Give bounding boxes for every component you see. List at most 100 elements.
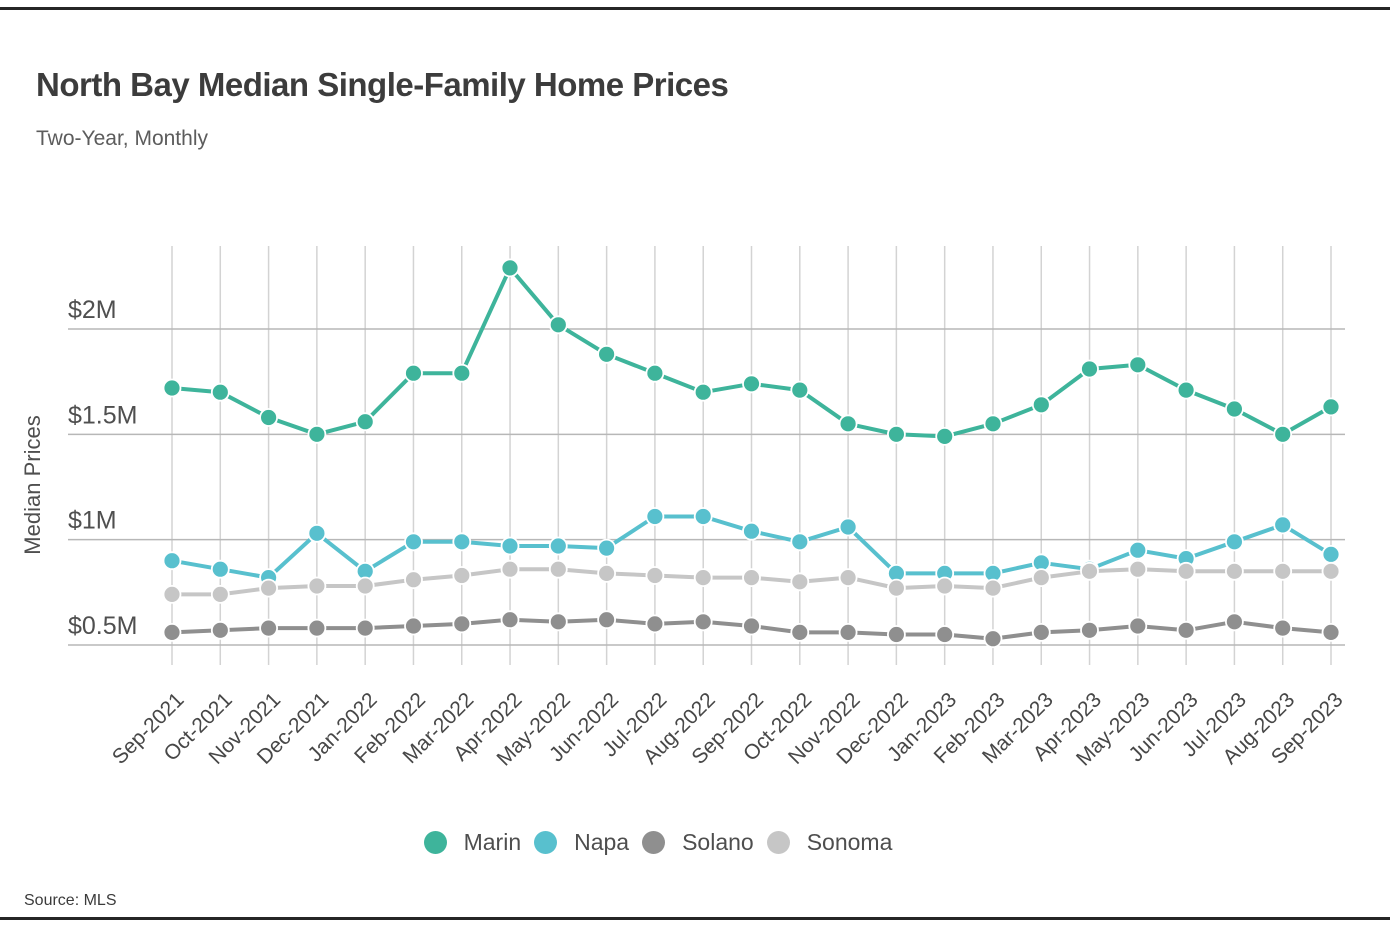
data-point <box>355 412 375 432</box>
data-point <box>210 620 230 640</box>
data-point <box>1273 424 1293 444</box>
data-point <box>1080 561 1099 581</box>
data-point <box>838 517 858 537</box>
data-point <box>597 344 616 364</box>
data-point <box>1273 618 1293 638</box>
data-point <box>1128 355 1148 375</box>
data-point <box>838 414 858 434</box>
data-point <box>1321 561 1341 581</box>
data-point <box>597 610 616 630</box>
data-point <box>500 536 520 556</box>
y-tick-label: $2M <box>68 296 117 324</box>
data-point <box>307 618 327 638</box>
data-point <box>790 380 810 400</box>
data-point <box>162 551 182 571</box>
data-point <box>452 566 472 585</box>
data-point <box>983 629 1003 649</box>
data-point <box>259 578 279 598</box>
data-point <box>500 559 520 579</box>
data-point <box>935 426 955 446</box>
data-point <box>1031 395 1051 415</box>
data-point <box>983 578 1003 598</box>
data-point <box>1128 559 1148 579</box>
x-gridlines <box>171 246 1332 665</box>
data-point <box>162 584 182 604</box>
data-point <box>838 568 858 588</box>
top-border-rule <box>0 7 1390 10</box>
data-point <box>162 378 182 398</box>
page-title: North Bay Median Single-Family Home Pric… <box>36 66 729 104</box>
y-tick-label: $0.5M <box>68 612 137 640</box>
legend-item-napa: Napa <box>534 829 629 856</box>
data-point <box>790 532 810 552</box>
data-point <box>1321 544 1341 564</box>
data-point <box>548 315 568 335</box>
data-point <box>404 532 423 552</box>
series-sonoma <box>162 559 1341 604</box>
data-point <box>404 363 423 383</box>
data-point <box>742 521 761 541</box>
data-point <box>1128 616 1148 636</box>
data-point <box>742 374 761 394</box>
legend-label: Sonoma <box>806 829 893 855</box>
data-point <box>1273 515 1293 535</box>
data-point <box>645 614 665 634</box>
data-point <box>742 616 761 636</box>
data-point <box>1031 622 1051 642</box>
legend-dot-icon <box>642 831 666 854</box>
data-point <box>1321 397 1341 417</box>
data-point <box>597 563 616 583</box>
data-point <box>1080 620 1099 640</box>
data-point <box>452 614 472 634</box>
data-point <box>355 576 375 596</box>
bottom-border-rule <box>0 917 1390 920</box>
data-point <box>790 622 810 642</box>
chart-legend: Marin Napa Solano Sonoma <box>0 829 1316 856</box>
data-point <box>404 616 423 636</box>
data-point <box>645 363 665 383</box>
x-tick-labels: Sep-2021Oct-2021Nov-2021Dec-2021Jan-2022… <box>108 688 1348 770</box>
data-point <box>500 258 520 278</box>
page-subtitle: Two-Year, Monthly <box>36 127 208 150</box>
data-point <box>1225 399 1244 419</box>
data-point <box>259 618 279 638</box>
source-note: Source: MLS <box>24 892 117 909</box>
data-point <box>307 576 327 596</box>
data-point <box>693 382 713 402</box>
data-point <box>259 408 279 427</box>
data-point <box>1225 532 1244 552</box>
data-point <box>935 576 955 596</box>
legend-dot-icon <box>534 831 558 854</box>
data-point <box>1176 561 1196 581</box>
data-point <box>693 507 713 526</box>
data-point <box>790 572 810 592</box>
legend-label: Napa <box>574 829 630 855</box>
data-point <box>983 414 1003 434</box>
data-point <box>887 424 906 444</box>
y-tick-labels: $0.5M $1M $1.5M $2M <box>68 296 137 640</box>
data-point <box>355 618 375 638</box>
data-point <box>887 578 906 598</box>
legend-item-marin: Marin <box>423 829 521 856</box>
series-marin <box>162 258 1341 446</box>
home-prices-line-chart: $0.5M $1M $1.5M $2M Median Prices Sep-2021Oct… <box>20 246 1348 771</box>
data-point <box>307 424 327 444</box>
data-point <box>645 566 665 585</box>
data-point <box>1176 620 1196 640</box>
legend-label: Solano <box>682 829 754 855</box>
legend-item-sonoma: Sonoma <box>766 829 893 856</box>
data-point <box>1273 561 1293 581</box>
legend-item-solano: Solano <box>642 829 754 856</box>
data-point <box>645 507 665 526</box>
data-point <box>500 610 520 630</box>
data-point <box>597 538 616 558</box>
legend-dot-icon <box>423 831 447 854</box>
series-solano <box>162 610 1341 649</box>
data-point <box>548 536 568 556</box>
data-point <box>548 612 568 632</box>
data-point <box>887 625 906 644</box>
y-tick-label: $1.5M <box>68 401 137 429</box>
data-point <box>210 559 230 579</box>
data-point <box>1321 622 1341 642</box>
